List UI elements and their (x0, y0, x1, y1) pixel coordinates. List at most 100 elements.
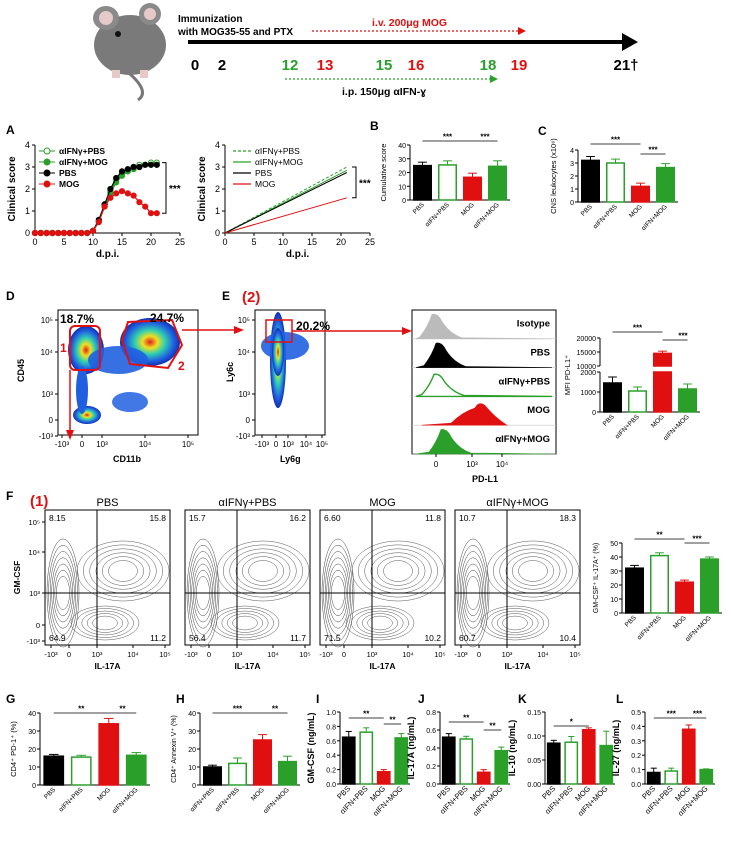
x-tick-label: 15 (307, 237, 317, 247)
y-tick-label: 1000 (580, 390, 596, 397)
panel-label-k: K (518, 692, 527, 706)
hist-xlabel: PD-L1 (472, 474, 498, 484)
significance-mark: *** (611, 136, 621, 145)
flow-d-cluster-low (73, 406, 101, 424)
contour-ring-br (367, 615, 393, 631)
panel-label-l: L (616, 692, 623, 706)
x-tick-label: -10³ (184, 650, 198, 659)
y-axis-label: MFI PD-L1⁺ (563, 355, 572, 395)
contour-ring-high (235, 552, 291, 590)
contour-ring-high (76, 540, 170, 602)
x-tick-label: 10⁴ (537, 650, 549, 659)
x-tick-label: -10³ (319, 650, 333, 659)
bar-1-pbs (625, 567, 644, 614)
x-axis-label: d.p.i. (96, 249, 120, 260)
y-tick-label: 0.0 (631, 782, 641, 789)
y-tick-label: 4 (570, 148, 574, 155)
quadrant-top-left: 15.7 (189, 513, 206, 523)
y-tick-label: 40 (188, 711, 196, 718)
bar-2-ifn-pbs (228, 762, 247, 786)
point-pbs (130, 163, 137, 171)
chart-k-il10: 0.000.050.100.15PBSαIFN+PBSMOGαIFN+MOG*I… (507, 710, 615, 818)
contour-ring-br (92, 615, 118, 631)
contour-frame (184, 509, 311, 646)
chart-i-gmcsf: 0.00.20.40.60.81.0PBSαIFN+PBSMOGαIFN+MOG… (306, 710, 410, 818)
contour-ring-br (361, 613, 399, 633)
y-tick-label: 10 (188, 765, 196, 772)
quadrant-bottom-right: 11.7 (290, 633, 306, 643)
y-tick-label: 2000 (580, 370, 596, 377)
x-tick-label: 10³ (466, 460, 478, 469)
y-tick-label: 3 (25, 162, 30, 172)
category-label-1: PBS (602, 413, 617, 428)
contour-ylabel: GM-CSF (12, 561, 22, 595)
x-axis-label: d.p.i. (286, 249, 310, 260)
bar-4-ifn-mog (678, 388, 697, 413)
flow-e-ylabel: Ly6c (225, 362, 235, 382)
significance-mark: ** (656, 531, 663, 540)
flow-plots-f: (1) PBS 8.15 15.8 64.9 11.2 -10³ 0 10³ 10⁴ 10⁵ IL-… (12, 493, 581, 671)
point-mog (118, 188, 126, 195)
significance-bracket (352, 166, 357, 199)
x-tick-label: 0 (80, 440, 85, 449)
y-axis-label: CNS leukocytes (x10⁶) (549, 138, 558, 214)
point-mog (153, 210, 160, 217)
y-tick-label: 0 (614, 611, 618, 618)
significance-mark: ** (78, 705, 85, 714)
ip-arrowhead (490, 75, 498, 83)
y-tick-label: 0.2 (326, 768, 336, 775)
significance-mark: *** (648, 146, 658, 155)
significance-mark: ** (272, 705, 279, 714)
contour-plot-pbs: PBS 8.15 15.8 64.9 11.2 -10³ 0 10³ 10⁴ 10⁵ IL-17A (44, 497, 170, 671)
bar-3-mog (581, 729, 596, 785)
significance-mark: *** (480, 133, 490, 142)
x-tick-label: 10⁵ (182, 440, 194, 449)
y-tick-label: 0 (592, 410, 596, 417)
y-tick-label: 10³ (29, 589, 40, 598)
flow-e-pct: 20.2% (296, 319, 330, 333)
hist-label-isotype: Isotype (517, 319, 550, 330)
iv-arrowhead (518, 27, 526, 35)
x-tick-label: 0 (207, 650, 211, 659)
point-pbs (147, 161, 155, 168)
legend-swatch-mog (43, 180, 51, 188)
bar-1-pbs (43, 755, 65, 786)
category-label-2: αIFN+PBS (214, 786, 241, 813)
significance-bracket (162, 162, 167, 214)
point-mog (49, 229, 56, 237)
x-tick-label: 25 (365, 237, 375, 247)
flow-d-gate-1 (69, 325, 101, 371)
point-mog (130, 192, 137, 199)
y-tick-label: 10⁵ (29, 518, 40, 527)
bar-4-ifn-mog (278, 760, 297, 786)
significance-mark: ** (489, 722, 496, 731)
y-tick-label: 1 (215, 206, 220, 216)
flow-e-right-arrowhead (402, 327, 412, 335)
contour-ring-br (345, 605, 415, 641)
contour-ring-br (210, 605, 280, 641)
y-tick-label: 0 (246, 416, 251, 425)
category-label-3: MOG (650, 413, 666, 429)
contour-ring-high (223, 544, 303, 598)
y-tick-label: -10³ (236, 432, 251, 441)
hist-mog (421, 403, 509, 426)
flow-d-gate-2 (120, 318, 184, 370)
timeline-days: 0 2 12 13 15 16 18 19 21† (191, 57, 639, 74)
contour-plot-ifn-mog: αIFNγ+MOG 10.7 18.3 60.7 10.4 -10³ 0 10³ 10⁴ 10⁵ I… (454, 497, 580, 671)
y-tick-label: 0 (49, 416, 54, 425)
contour-ring-high (511, 556, 555, 586)
y-tick-label: 0.4 (426, 746, 436, 753)
x-tick-label: 0 (222, 237, 227, 247)
chart-a-clinical-score: 0 5 10 15 20 25 0 1 2 3 4 d.p.i. Clinical score αIFNγ… (7, 140, 185, 260)
chart-l-il27: 0.00.10.20.30.40.5PBSαIFN+PBSMOGαIFN+MOG… (611, 710, 715, 818)
timeline-day-12: 12 (282, 57, 299, 74)
bar-1-pbs (546, 742, 561, 785)
hist-isotype (415, 313, 553, 340)
y-tick-label: 10⁴ (41, 348, 54, 357)
significance-mark: *** (633, 324, 643, 333)
chart-a-regression: 0 5 10 15 20 25 0 1 2 3 4 d.p.i. Clinical score αIFNγ… (197, 140, 375, 260)
